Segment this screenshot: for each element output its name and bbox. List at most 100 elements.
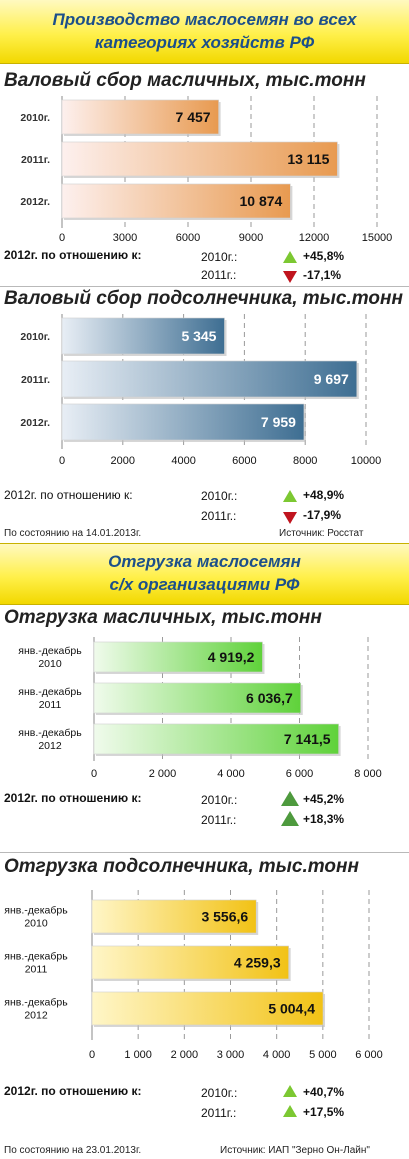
category-label: янв.-декабрь [4,905,68,917]
divider [0,286,409,287]
bar [61,360,358,398]
data-label: 10 874 [240,193,283,209]
comparison-year-2011: 2011г.: [201,268,237,282]
bar [93,723,339,755]
x-tick-label: 12000 [299,232,330,244]
data-label: 13 115 [287,151,329,167]
x-tick-label: 6 000 [286,768,314,780]
comparison-year-2010: 2010г.: [201,1086,238,1100]
footer-source: Источник: Росстат [279,528,364,539]
x-tick-label: 4 000 [217,768,245,780]
data-label: 3 556,6 [201,909,248,925]
category-label: 2012г. [20,417,50,429]
chart-oilseeds-harvest: 0 3000 6000 9000 12000 15000 2010г. 7 457 2011г.… [20,96,393,244]
chart-sunflower-shipment: 0 1 000 2 000 3 000 4 000 5 000 6 000 янв.-дека… [4,890,383,1061]
banner-shipment-line2: с/х организациями РФ [109,575,300,594]
increase-arrow-icon [281,791,299,806]
bar [93,641,263,673]
x-tick-label: 6 000 [355,1049,383,1061]
x-tick-label: 4000 [171,455,195,467]
increase-arrow-icon [281,811,299,826]
x-tick-label: 0 [59,232,65,244]
x-tick-label: 2000 [111,455,135,467]
change-vs-2011: -17,9% [303,508,342,522]
bar [91,899,257,934]
comparison-label: 2012г. по отношению к: [4,248,142,262]
change-vs-2010: +45,2% [303,792,345,806]
footer-date: По состоянию на 23.01.2013г. [4,1145,142,1156]
increase-arrow-icon [283,251,297,263]
change-vs-2010: +48,9% [303,488,345,502]
comparison-year-2011: 2011г.: [201,813,237,827]
banner-shipment: Отгрузка маслосемян с/х организациями РФ [0,543,409,605]
x-tick-label: 2 000 [171,1049,199,1061]
change-vs-2010: +40,7% [303,1085,345,1099]
bar [61,183,291,219]
chart-title: Отгрузка масличных, тыс.тонн [4,607,322,628]
category-label: янв.-декабрь [18,686,82,698]
category-label: 2012 [24,1010,48,1022]
category-label: янв.-декабрь [18,645,82,657]
category-label: 2010 [24,918,48,930]
banner-production-line1: Производство маслосемян во всех [52,9,357,29]
comparison-year-2010: 2010г.: [201,250,238,264]
bar [61,317,225,355]
category-label: 2012 [38,740,62,752]
banner-shipment-line1: Отгрузка маслосемян [108,552,301,572]
comparison-year-2011: 2011г.: [201,509,237,523]
footer-date: По состоянию на 14.01.2013г. [4,528,142,539]
x-tick-label: 5 000 [309,1049,337,1061]
footer-source: Источник: ИАП "Зерно Он-Лайн" [220,1145,370,1156]
comparison-label: 2012г. по отношению к: [4,791,142,805]
comparison-year-2011: 2011г.: [201,1106,237,1120]
data-label: 5 345 [181,328,216,344]
comparison-year-2010: 2010г.: [201,793,238,807]
change-vs-2011: -17,1% [303,268,342,282]
chart-title: Валовый сбор масличных, тыс.тонн [4,70,366,91]
category-label: 2011г. [21,154,50,166]
x-tick-label: 0 [59,455,65,467]
bar [61,403,305,441]
category-label: 2010г. [20,331,50,343]
bar [91,945,289,980]
category-label: 2010г. [20,112,50,124]
category-label: 2010 [38,658,62,670]
data-label: 7 959 [261,414,296,430]
x-tick-label: 3 000 [217,1049,245,1061]
x-tick-label: 0 [89,1049,95,1061]
x-tick-label: 6000 [176,232,200,244]
x-tick-label: 3000 [113,232,137,244]
bar [61,99,219,135]
x-tick-label: 0 [91,768,97,780]
x-tick-label: 9000 [239,232,263,244]
category-label: янв.-декабрь [18,727,82,739]
banner-production: Производство маслосемян во всех категори… [0,0,409,64]
data-label: 7 141,5 [284,731,331,747]
x-tick-label: 2 000 [149,768,177,780]
change-vs-2010: +45,8% [303,249,345,263]
x-tick-label: 10000 [351,455,382,467]
data-label: 4 919,2 [208,649,255,665]
chart-title: Отгрузка подсолнечника, тыс.тонн [4,856,359,877]
data-label: 4 259,3 [234,955,281,971]
change-vs-2011: +18,3% [303,812,345,826]
chart-title: Валовый сбор подсолнечника, тыс.тонн [4,288,403,309]
data-label: 7 457 [176,109,211,125]
bar [61,141,338,177]
comparison-label: 2012г. по отношению к: [4,1084,142,1098]
data-label: 9 697 [314,371,349,387]
x-tick-label: 8 000 [354,768,382,780]
comparison-year-2010: 2010г.: [201,489,238,503]
category-label: 2011г. [21,374,50,386]
x-tick-label: 6000 [232,455,256,467]
data-label: 5 004,4 [268,1001,315,1017]
category-label: янв.-декабрь [4,951,68,963]
chart-sunflower-harvest: 0 2000 4000 6000 8000 10000 2010г. 5 345 2011г. 9… [20,314,382,467]
category-label: янв.-декабрь [4,997,68,1009]
category-label: 2011 [39,699,62,711]
decrease-arrow-icon [283,512,297,524]
x-tick-label: 1 000 [124,1049,152,1061]
x-tick-label: 15000 [362,232,393,244]
